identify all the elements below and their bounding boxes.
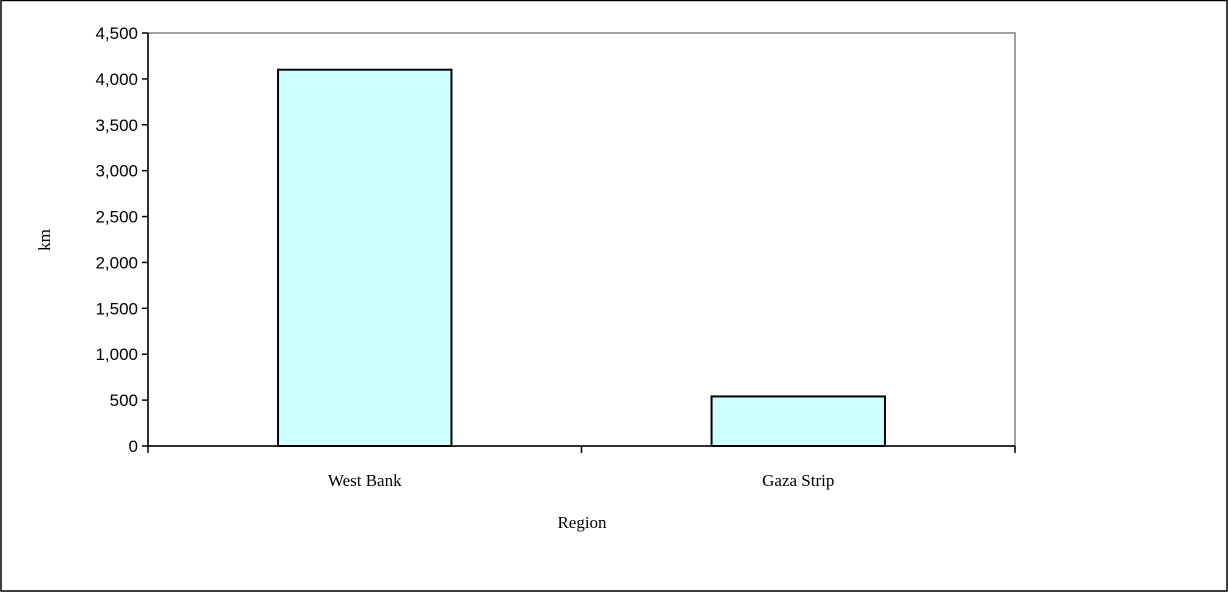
bar [277, 68, 453, 447]
bar-series [277, 68, 886, 448]
x-axis-title: Region [557, 513, 607, 532]
x-axis-ticks: West Bank Gaza Strip [147, 446, 1016, 490]
y-tick-label: 1,000 [95, 345, 138, 364]
y-tick-label: 4,500 [95, 24, 138, 43]
y-tick-label: 3,500 [95, 116, 138, 135]
y-tick-label: 500 [110, 391, 138, 410]
y-tick-label: 4,000 [95, 70, 138, 89]
y-axis-ticks: 0 500 1,000 1,500 2,000 2,500 3,000 3,500 4,000 4… [95, 24, 148, 456]
y-axis-title: km [35, 229, 54, 251]
bar [710, 395, 886, 448]
y-tick-label: 2,000 [95, 253, 138, 272]
x-tick-label: West Bank [328, 471, 402, 490]
y-tick-label: 1,500 [95, 299, 138, 318]
y-tick-label: 2,500 [95, 208, 138, 227]
y-tick-label: 3,000 [95, 162, 138, 181]
x-tick-label: Gaza Strip [762, 471, 834, 490]
y-tick-label: 0 [129, 437, 138, 456]
